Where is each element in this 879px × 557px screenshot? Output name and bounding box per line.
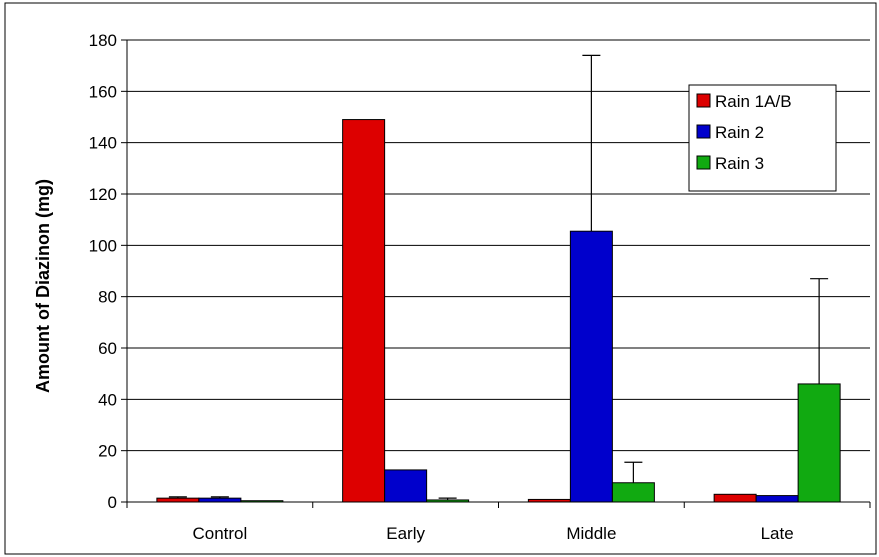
y-tick-label: 0 [108, 493, 117, 512]
y-tick-label: 20 [98, 442, 117, 461]
legend-swatch [696, 155, 711, 170]
bar [198, 497, 242, 503]
x-tick-labels: Control Early Middle Late [192, 524, 793, 543]
legend: Rain 1A/B Rain 2 Rain 3 [688, 84, 837, 192]
axes [121, 39, 871, 508]
y-tick-label: 80 [98, 288, 117, 307]
y-tick-label: 140 [89, 134, 117, 153]
legend-label: Rain 2 [715, 123, 764, 142]
bar [797, 383, 841, 503]
y-tick-labels: 0 20 40 60 80 100 120 140 160 180 [89, 31, 117, 512]
bar [342, 119, 386, 503]
bar [713, 493, 757, 503]
x-tick-label: Late [761, 524, 794, 543]
bar [755, 495, 799, 503]
legend-swatch [696, 93, 711, 108]
error-bars [168, 54, 829, 500]
y-tick-label: 160 [89, 82, 117, 101]
bar [384, 469, 428, 503]
x-tick-label: Middle [566, 524, 616, 543]
bar [156, 497, 200, 503]
y-axis-label: Amount of Diazinon (mg) [33, 179, 53, 393]
y-tick-label: 120 [89, 185, 117, 204]
legend-box [688, 84, 837, 192]
legend-label: Rain 3 [715, 154, 764, 173]
legend-label: Rain 1A/B [715, 92, 792, 111]
x-tick-label: Early [386, 524, 425, 543]
y-tick-label: 60 [98, 339, 117, 358]
y-tick-label: 180 [89, 31, 117, 50]
y-tick-label: 100 [89, 236, 117, 255]
bar [569, 230, 613, 503]
x-tick-label: Control [192, 524, 247, 543]
y-tick-label: 40 [98, 390, 117, 409]
bars [156, 119, 841, 503]
bar [611, 482, 655, 503]
legend-swatch [696, 124, 711, 139]
